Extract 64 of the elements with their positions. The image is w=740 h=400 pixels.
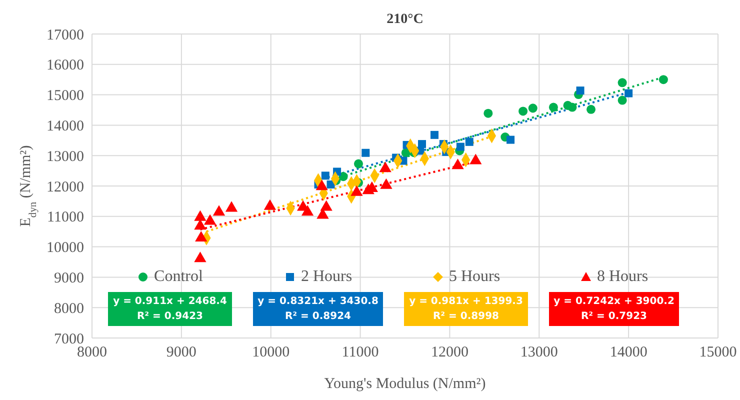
point [528, 104, 538, 113]
x-tick-label: 10000 [252, 344, 290, 361]
y-tick-label: 13000 [46, 148, 84, 165]
y-tick-label: 16000 [46, 58, 84, 74]
y-tick-label: 10000 [46, 240, 84, 256]
point [380, 178, 392, 189]
point [470, 154, 482, 164]
point [586, 104, 596, 114]
x-tick-label: 11000 [342, 344, 379, 361]
point [350, 185, 363, 196]
legend-label: 2 Hours [300, 268, 354, 286]
point [194, 252, 206, 262]
point [618, 78, 627, 88]
point [354, 159, 364, 168]
point [456, 142, 464, 151]
point [204, 214, 216, 225]
point [430, 130, 439, 139]
y-tick-label: 8000 [54, 300, 84, 317]
point [212, 205, 226, 216]
x-tick-label: 14000 [610, 344, 648, 361]
y-tick-label: 12000 [46, 179, 84, 196]
point [624, 89, 633, 98]
point [379, 162, 392, 172]
legend-label: Control [153, 268, 204, 286]
point [465, 138, 474, 146]
point [484, 108, 493, 118]
y-tick-label: 11000 [47, 210, 84, 226]
point [264, 199, 276, 210]
x-tick-label: 9000 [166, 344, 196, 361]
point [452, 158, 464, 170]
chart-title: 210°C [386, 12, 424, 28]
y-tick-label: 7000 [54, 331, 84, 348]
point [506, 136, 515, 144]
point [195, 230, 208, 242]
y-tick-label: 9000 [54, 270, 84, 287]
point [301, 205, 314, 216]
y-tick-label: 17000 [46, 27, 84, 44]
annotation: y = 0.8321x + 3430.8 R² = 0.8924 [252, 292, 384, 326]
annotation: y = 0.981x + 1399.3 R² = 0.8998 [404, 292, 528, 326]
point [316, 180, 328, 190]
point [321, 172, 330, 180]
point [225, 201, 238, 212]
annotation: y = 0.7242x + 3900.2 R² = 0.7923 [548, 292, 680, 326]
point [548, 102, 558, 112]
point [568, 102, 577, 112]
annotation: y = 0.911x + 2468.4 R² = 0.9423 [108, 292, 232, 326]
point [362, 148, 370, 157]
point [518, 106, 528, 116]
x-axis-title: Young's Modulus (N/mm²) [324, 376, 486, 392]
point [576, 86, 584, 95]
x-tick-label: 15000 [699, 344, 737, 361]
x-tick-label: 13000 [520, 344, 558, 361]
legend-label: 5 Hours [448, 268, 502, 286]
legend-label: 8 Hours [596, 268, 650, 286]
point [194, 210, 206, 221]
point [658, 75, 668, 84]
point [194, 219, 206, 230]
x-tick-label: 12000 [430, 344, 468, 361]
y-tick-label: 15000 [46, 88, 84, 104]
point [618, 96, 627, 105]
point [338, 172, 348, 182]
point [320, 200, 332, 211]
y-tick-label: 14000 [46, 118, 84, 135]
x-tick-label: 8000 [77, 344, 107, 361]
